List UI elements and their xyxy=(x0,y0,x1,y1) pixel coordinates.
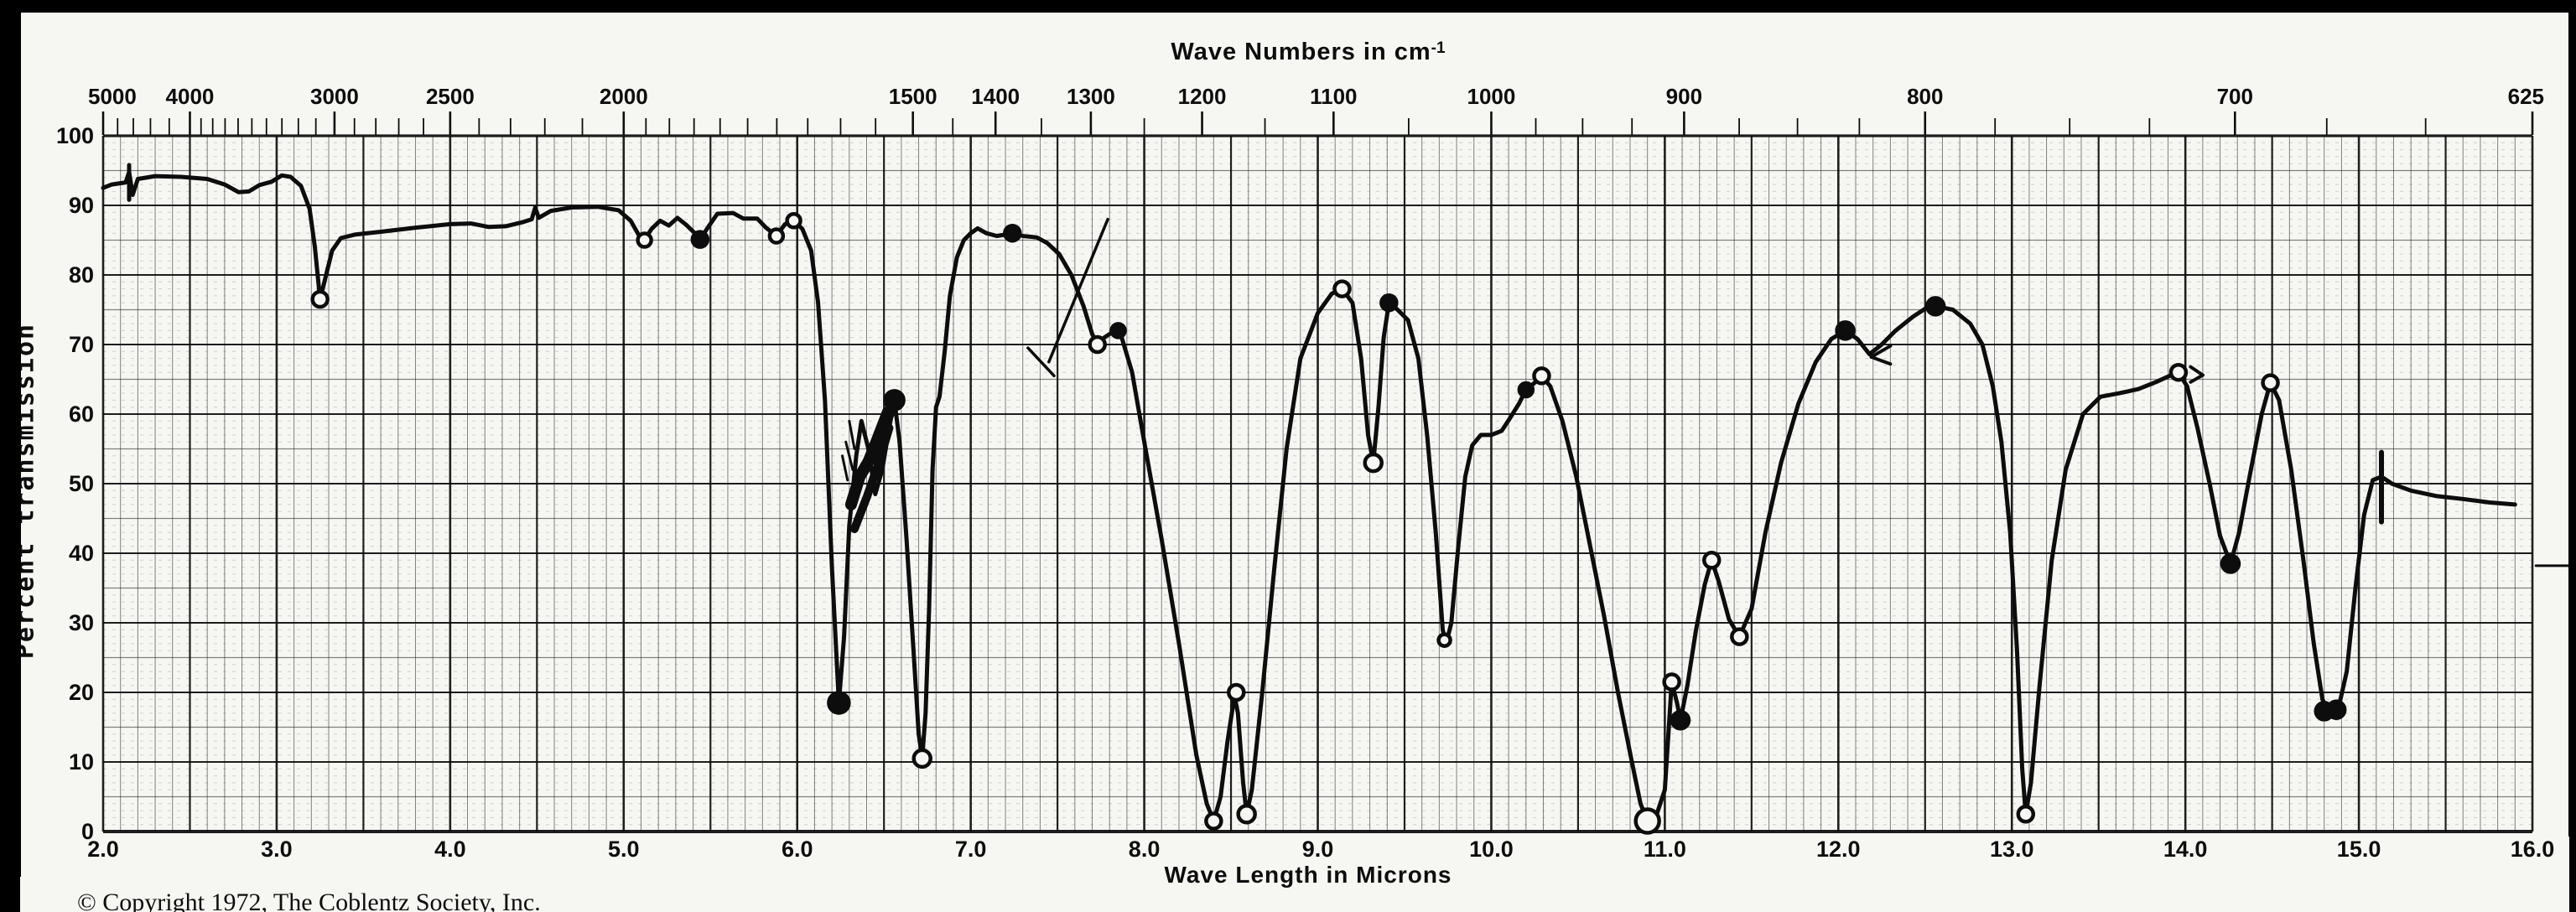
open-band-marker xyxy=(1236,804,1257,825)
scan-border-left xyxy=(0,0,21,877)
open-band-marker xyxy=(1204,811,1223,831)
micron-tick-label: 10.0 xyxy=(1469,837,1514,862)
wavenumber-tick-label: 1500 xyxy=(889,84,937,109)
wavenumber-tick-label: 1100 xyxy=(1310,84,1357,109)
open-band-marker xyxy=(1436,632,1452,648)
percent-tick-label: 70 xyxy=(69,332,94,357)
filled-band-marker xyxy=(1924,296,1946,317)
percent-tick-label: 90 xyxy=(69,193,94,218)
micron-tick-label: 3.0 xyxy=(261,837,293,862)
open-band-marker xyxy=(1662,672,1681,692)
axis-tick-labels: 5000 4000 3000 2500 2000 1500 1400 1300 1200 1100… xyxy=(56,84,2554,862)
open-band-marker xyxy=(1633,807,1661,835)
open-band-marker xyxy=(1532,366,1551,386)
top-axis-title-text: Wave Numbers in cm xyxy=(1171,39,1431,65)
wavenumber-axis-ticks xyxy=(101,111,2534,135)
micron-tick-label: 9.0 xyxy=(1302,837,1334,862)
wavenumber-tick-label: 2500 xyxy=(426,84,475,109)
micron-tick-label: 11.0 xyxy=(1644,837,1686,862)
top-axis-title: Wave Numbers in cm-1 xyxy=(1069,39,1547,66)
pen-annotations xyxy=(127,163,2576,567)
micron-tick-label: 16.0 xyxy=(2511,837,2555,862)
micron-tick-label: 7.0 xyxy=(955,837,987,862)
filled-band-marker xyxy=(1109,322,1127,339)
open-band-marker xyxy=(310,289,330,309)
open-band-marker xyxy=(2016,805,2036,824)
filled-band-marker xyxy=(1835,320,1856,341)
percent-tick-label: 40 xyxy=(69,541,94,566)
micron-tick-label: 4.0 xyxy=(434,837,466,862)
wavenumber-tick-label: 1400 xyxy=(971,84,1020,109)
open-band-marker xyxy=(2168,362,2189,382)
filled-band-marker xyxy=(883,389,906,412)
wavenumber-tick-label: 4000 xyxy=(166,84,215,109)
wavenumber-tick-label: 1000 xyxy=(1467,84,1516,109)
pen-arrow-right-b xyxy=(2189,373,2205,384)
wavenumber-tick-label: 700 xyxy=(2217,84,2253,109)
micron-tick-label: 5.0 xyxy=(608,837,640,862)
micron-tick-label: 15.0 xyxy=(2337,837,2381,862)
open-band-marker xyxy=(767,227,786,245)
open-band-marker xyxy=(2261,373,2280,392)
pen-slash-short xyxy=(1026,346,1056,378)
open-band-marker xyxy=(1088,334,1107,355)
open-band-marker xyxy=(911,748,932,770)
micron-tick-label: 12.0 xyxy=(1816,837,1861,862)
wavenumber-tick-label: 625 xyxy=(2508,84,2544,109)
open-band-marker xyxy=(1363,452,1384,474)
micron-tick-label: 8.0 xyxy=(1129,837,1161,862)
wavenumber-tick-label: 800 xyxy=(1907,84,1943,109)
wavenumber-tick-label: 2000 xyxy=(600,84,648,109)
micron-tick-label: 13.0 xyxy=(1990,837,2034,862)
filled-band-marker xyxy=(1379,293,1399,313)
percent-tick-label: 30 xyxy=(69,610,94,635)
filled-band-marker xyxy=(1517,381,1535,399)
pen-arrow-right-a xyxy=(2189,365,2205,377)
wavenumber-tick-label: 5000 xyxy=(88,84,137,109)
wavenumber-tick-label: 900 xyxy=(1666,84,1702,109)
wavenumber-tick-label: 1300 xyxy=(1067,84,1115,109)
wavenumber-tick-label: 1200 xyxy=(1178,84,1227,109)
percent-tick-label: 100 xyxy=(56,123,94,148)
top-axis-title-superscript: -1 xyxy=(1431,39,1446,57)
filled-band-marker xyxy=(827,691,851,715)
open-band-marker xyxy=(1227,682,1246,702)
filled-band-marker xyxy=(2325,699,2347,720)
pen-arrow-left-a xyxy=(1869,344,1893,359)
filled-band-marker xyxy=(690,230,710,249)
scan-border-right xyxy=(2568,0,2576,837)
band-markers xyxy=(310,212,2347,835)
open-band-marker xyxy=(1332,279,1352,298)
copyright-line: © Copyright 1972, The Coblentz Society, … xyxy=(77,889,541,912)
percent-tick-label: 60 xyxy=(69,402,94,427)
percent-tick-label: 50 xyxy=(69,471,94,496)
percent-tick-label: 0 xyxy=(81,819,94,844)
grid-lines xyxy=(101,134,2534,833)
scan-border-top xyxy=(0,0,2576,13)
open-band-marker xyxy=(636,231,653,249)
filled-band-marker xyxy=(1003,223,1022,243)
bottom-axis-title: Wave Length in Microns xyxy=(1164,862,1452,888)
filled-band-marker xyxy=(1670,709,1691,731)
pen-arrow-left-b xyxy=(1869,355,1893,366)
open-band-marker xyxy=(785,212,802,230)
open-band-marker xyxy=(1730,627,1749,646)
percent-tick-label: 20 xyxy=(69,680,94,705)
wavenumber-tick-label: 3000 xyxy=(310,84,359,109)
percent-tick-label: 80 xyxy=(69,262,94,288)
transmission-curve xyxy=(101,169,2517,823)
pen-slash xyxy=(1047,217,1109,364)
micron-tick-label: 14.0 xyxy=(2163,837,2208,862)
filled-band-marker xyxy=(2220,553,2241,574)
open-band-marker xyxy=(1701,551,1722,570)
micron-tick-label: 2.0 xyxy=(87,837,119,862)
micron-tick-label: 6.0 xyxy=(782,837,813,862)
percent-tick-label: 10 xyxy=(69,749,94,775)
